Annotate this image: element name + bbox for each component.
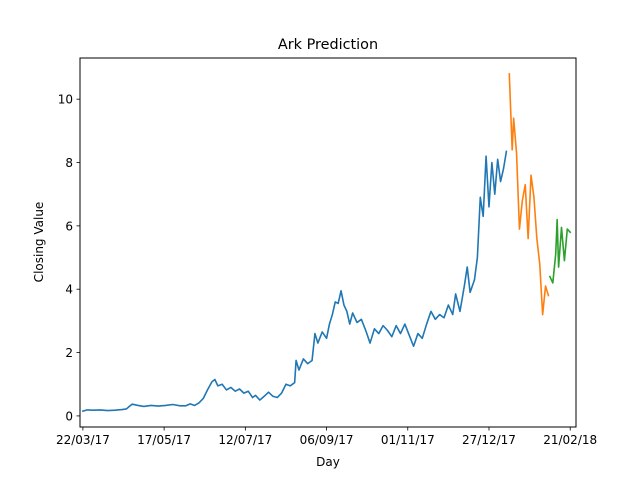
series-line-1 xyxy=(81,150,508,413)
y-tick-label: 8 xyxy=(65,156,73,170)
y-axis-label: Closing Value xyxy=(32,202,46,283)
series-line-3 xyxy=(548,218,572,284)
series-layer xyxy=(81,73,572,413)
plot-frame xyxy=(79,57,577,428)
x-tick-label: 06/09/17 xyxy=(300,433,354,447)
x-tick-label: 27/12/17 xyxy=(462,433,516,447)
x-tick-label: 17/05/17 xyxy=(137,433,191,447)
x-axis-label: Day xyxy=(316,455,340,469)
y-axis: 0 2 4 6 8 10 xyxy=(58,93,80,423)
x-tick-label: 12/07/17 xyxy=(218,433,272,447)
y-tick-label: 4 xyxy=(65,283,73,297)
x-tick-label: 01/11/17 xyxy=(381,433,435,447)
y-tick-label: 2 xyxy=(65,346,73,360)
y-tick-label: 6 xyxy=(65,219,73,233)
x-axis: 22/03/17 17/05/17 12/07/17 06/09/17 01/11/17… xyxy=(56,427,597,447)
series-line-2 xyxy=(508,73,550,316)
x-tick-label: 22/03/17 xyxy=(56,433,110,447)
chart-title: Ark Prediction xyxy=(278,37,378,53)
y-tick-label: 0 xyxy=(65,409,73,423)
x-tick-label: 21/02/18 xyxy=(543,433,597,447)
y-tick-label: 10 xyxy=(58,93,73,107)
